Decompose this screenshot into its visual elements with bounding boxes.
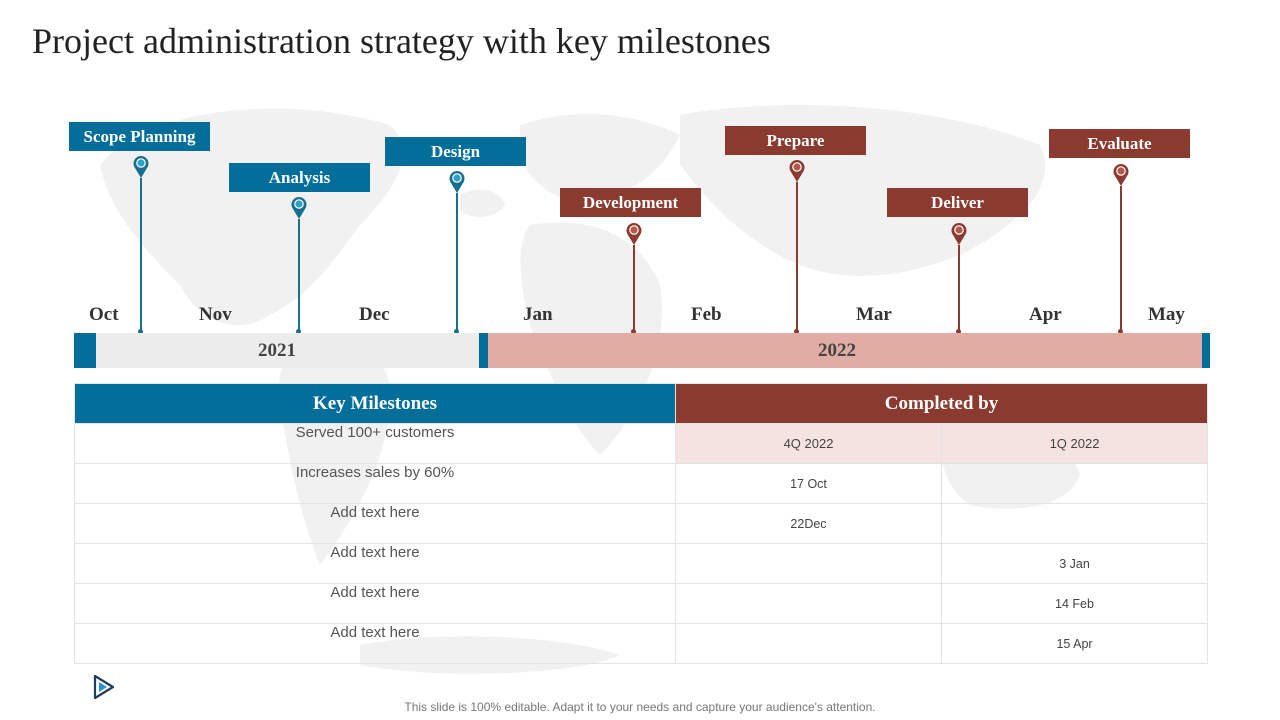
milestones-table: Key Milestones Completed by Served 100+ …	[74, 383, 1209, 664]
milestone-tag-evaluate: Evaluate	[1049, 129, 1190, 158]
date-cell-1q	[940, 503, 1209, 544]
milestone-line	[958, 245, 960, 331]
timeline-marker	[138, 329, 143, 334]
month-label-may: May	[1148, 304, 1185, 325]
date-cell-4q	[675, 543, 942, 584]
milestone-line	[796, 182, 798, 331]
year-bar-divider	[479, 333, 488, 368]
map-pin-icon	[291, 197, 307, 219]
header-key-milestones: Key Milestones	[74, 383, 676, 424]
date-cell-4q	[675, 583, 942, 624]
map-pin-icon	[789, 160, 805, 182]
milestone-cell: Add text here	[74, 623, 676, 664]
milestone-line	[633, 245, 635, 331]
milestone-cell: Add text here	[74, 583, 676, 624]
timeline-marker	[956, 329, 961, 334]
timeline-marker	[296, 329, 301, 334]
milestone-tag-development: Development	[560, 188, 701, 217]
play-icon[interactable]	[92, 674, 116, 700]
milestone-line	[456, 193, 458, 331]
header-completed-by: Completed by	[674, 383, 1209, 424]
milestone-tag-analysis: Analysis	[229, 163, 370, 192]
subheader-4q-2022: 4Q 2022	[675, 423, 942, 464]
map-pin-icon	[1113, 164, 1129, 186]
map-pin-icon	[626, 223, 642, 245]
date-cell-4q: 22Dec	[675, 503, 942, 544]
timeline-marker	[454, 329, 459, 334]
map-pin-icon	[449, 171, 465, 193]
milestone-tag-deliver: Deliver	[887, 188, 1028, 217]
date-cell-1q: 3 Jan	[940, 543, 1209, 584]
month-label-mar: Mar	[856, 304, 892, 325]
milestone-cell: Served 100+ customers	[74, 423, 676, 464]
footer-note: This slide is 100% editable. Adapt it to…	[404, 700, 876, 714]
map-pin-icon	[951, 223, 967, 245]
date-cell-1q: 14 Feb	[940, 583, 1209, 624]
milestone-tag-design: Design	[385, 137, 526, 166]
subheader-1q-2022: 1Q 2022	[940, 423, 1209, 464]
map-pin-icon	[133, 156, 149, 178]
timeline-marker	[794, 329, 799, 334]
month-label-apr: Apr	[1029, 304, 1062, 325]
milestone-cell: Add text here	[74, 503, 676, 544]
year-bar-2022	[488, 333, 1202, 368]
month-label-dec: Dec	[359, 304, 390, 325]
year-bar-2021	[96, 333, 479, 368]
date-cell-1q: 15 Apr	[940, 623, 1209, 664]
milestone-cell: Add text here	[74, 543, 676, 584]
year-label-2022: 2022	[818, 340, 856, 361]
milestone-line	[140, 178, 142, 331]
month-label-jan: Jan	[523, 304, 553, 325]
page-title: Project administration strategy with key…	[32, 21, 771, 61]
milestone-cell: Increases sales by 60%	[74, 463, 676, 504]
milestone-tag-scope-planning: Scope Planning	[69, 122, 210, 151]
date-cell-1q	[940, 463, 1209, 504]
timeline-marker	[1118, 329, 1123, 334]
timeline-marker	[631, 329, 636, 334]
year-label-2021: 2021	[258, 340, 296, 361]
year-bar-cap-end	[1202, 333, 1210, 368]
milestone-line	[298, 219, 300, 331]
date-cell-4q	[675, 623, 942, 664]
year-bar-cap-start	[74, 333, 96, 368]
milestone-tag-prepare: Prepare	[725, 126, 866, 155]
date-cell-4q: 17 Oct	[675, 463, 942, 504]
milestone-line	[1120, 186, 1122, 331]
month-label-oct: Oct	[89, 304, 119, 325]
month-label-nov: Nov	[199, 304, 232, 325]
month-label-feb: Feb	[691, 304, 722, 325]
